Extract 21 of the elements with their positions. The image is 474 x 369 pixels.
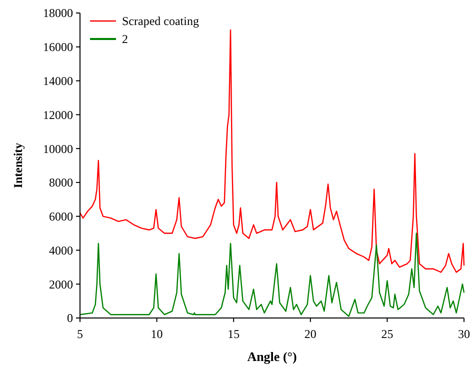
y-tick-label: 14000 (43, 74, 73, 88)
x-tick-label: 10 (150, 327, 163, 341)
y-tick-label: 2000 (49, 277, 73, 292)
y-tick-label: 16000 (43, 40, 73, 54)
x-axis-title: Angle (°) (247, 349, 297, 364)
y-tick-label: 10000 (43, 142, 73, 156)
y-tick-label: 8000 (49, 176, 73, 190)
legend-label: Scraped coating (122, 14, 199, 28)
x-tick-label: 5 (77, 327, 83, 341)
y-tick-label: 18000 (43, 6, 73, 20)
y-tick-label: 12000 (43, 108, 73, 122)
y-axis-title: Intensity (11, 142, 25, 188)
y-tick-label: 0 (67, 311, 73, 326)
y-tick-label: 6000 (49, 210, 73, 224)
x-tick-label: 20 (304, 327, 316, 341)
legend-label: 2 (122, 32, 128, 46)
line-series (79, 29, 465, 273)
x-tick-label: 30 (458, 327, 470, 341)
x-tick-label: 25 (381, 327, 394, 341)
y-tick-label: 4000 (49, 243, 73, 258)
x-tick-label: 15 (228, 327, 240, 341)
